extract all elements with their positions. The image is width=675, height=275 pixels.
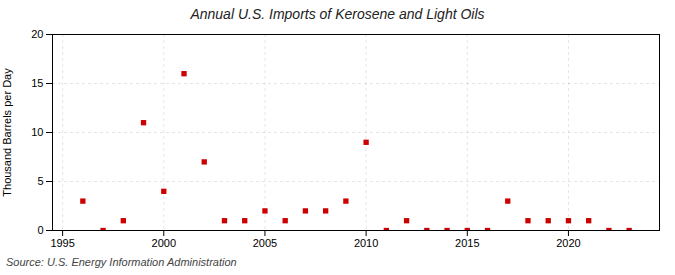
svg-text:2005: 2005: [253, 237, 277, 249]
svg-text:1995: 1995: [50, 237, 74, 249]
svg-text:0: 0: [37, 224, 43, 236]
svg-text:2020: 2020: [556, 237, 580, 249]
html-text:Source: U.S. Energy Informatio: Source: U.S. Energy Information Administ…: [6, 256, 237, 268]
svg-text:5: 5: [37, 175, 43, 187]
svg-text:2000: 2000: [152, 237, 176, 249]
svg-text:Thousand Barrels per Day: Thousand Barrels per Day: [1, 68, 13, 197]
svg-text:20: 20: [31, 28, 43, 40]
svg-text:2010: 2010: [354, 237, 378, 249]
html-text:Annual U.S. Imports of Kerosen: Annual U.S. Imports of Kerosene and Ligh…: [190, 6, 485, 22]
svg-text:15: 15: [31, 77, 43, 89]
svg-text:2015: 2015: [455, 237, 479, 249]
svg-text:10: 10: [31, 126, 43, 138]
